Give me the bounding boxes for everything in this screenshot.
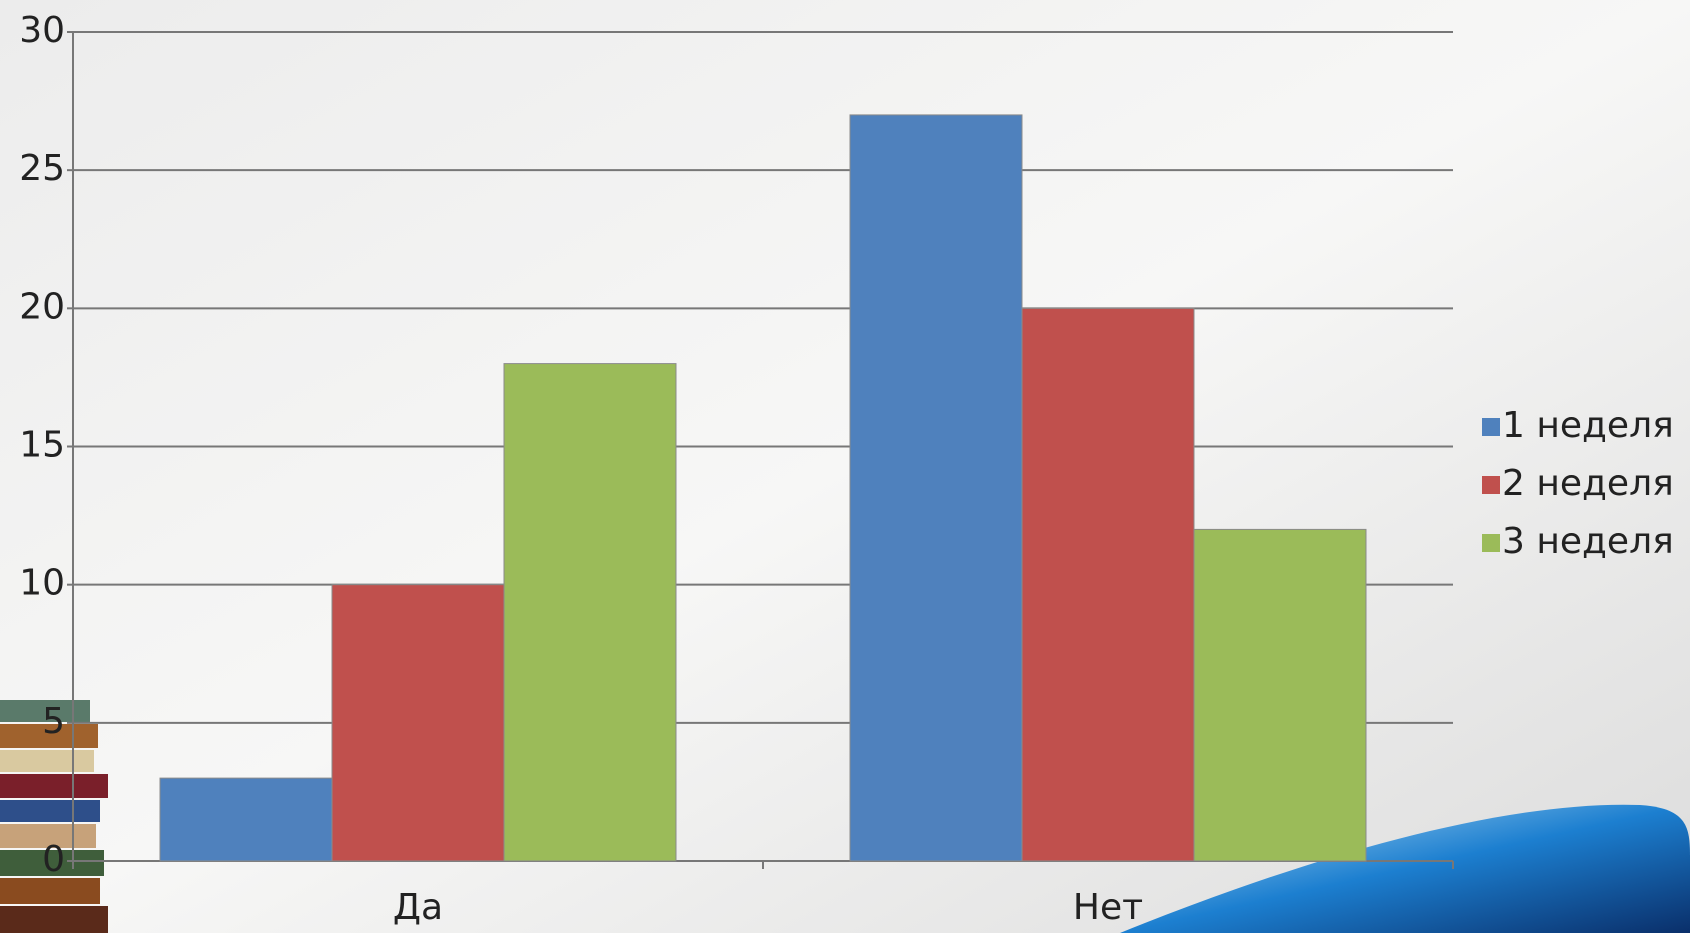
x-tick-label: Да <box>393 887 443 928</box>
legend-swatch <box>1482 418 1500 436</box>
legend-swatch <box>1482 476 1500 494</box>
y-tick-label: 30 <box>19 10 65 51</box>
bar <box>849 114 1023 862</box>
bar <box>1021 307 1195 862</box>
bar <box>159 777 333 862</box>
decor-swoosh <box>1120 804 1690 933</box>
y-tick-label: 20 <box>19 286 65 327</box>
y-tick-label: 25 <box>19 148 65 189</box>
legend-swatch <box>1482 534 1500 552</box>
bar <box>503 363 677 862</box>
decor-books <box>0 700 108 933</box>
legend-label: 3 неделя <box>1502 521 1674 562</box>
y-tick-label: 10 <box>19 563 65 604</box>
bar <box>331 584 505 862</box>
legend-label: 2 неделя <box>1502 463 1674 504</box>
y-tick-label: 15 <box>19 425 65 466</box>
legend-label: 1 неделя <box>1502 405 1674 446</box>
y-tick-label: 5 <box>42 701 65 742</box>
x-tick-label: Нет <box>1073 887 1143 928</box>
bar <box>1193 528 1367 862</box>
y-tick-label: 0 <box>42 839 65 880</box>
